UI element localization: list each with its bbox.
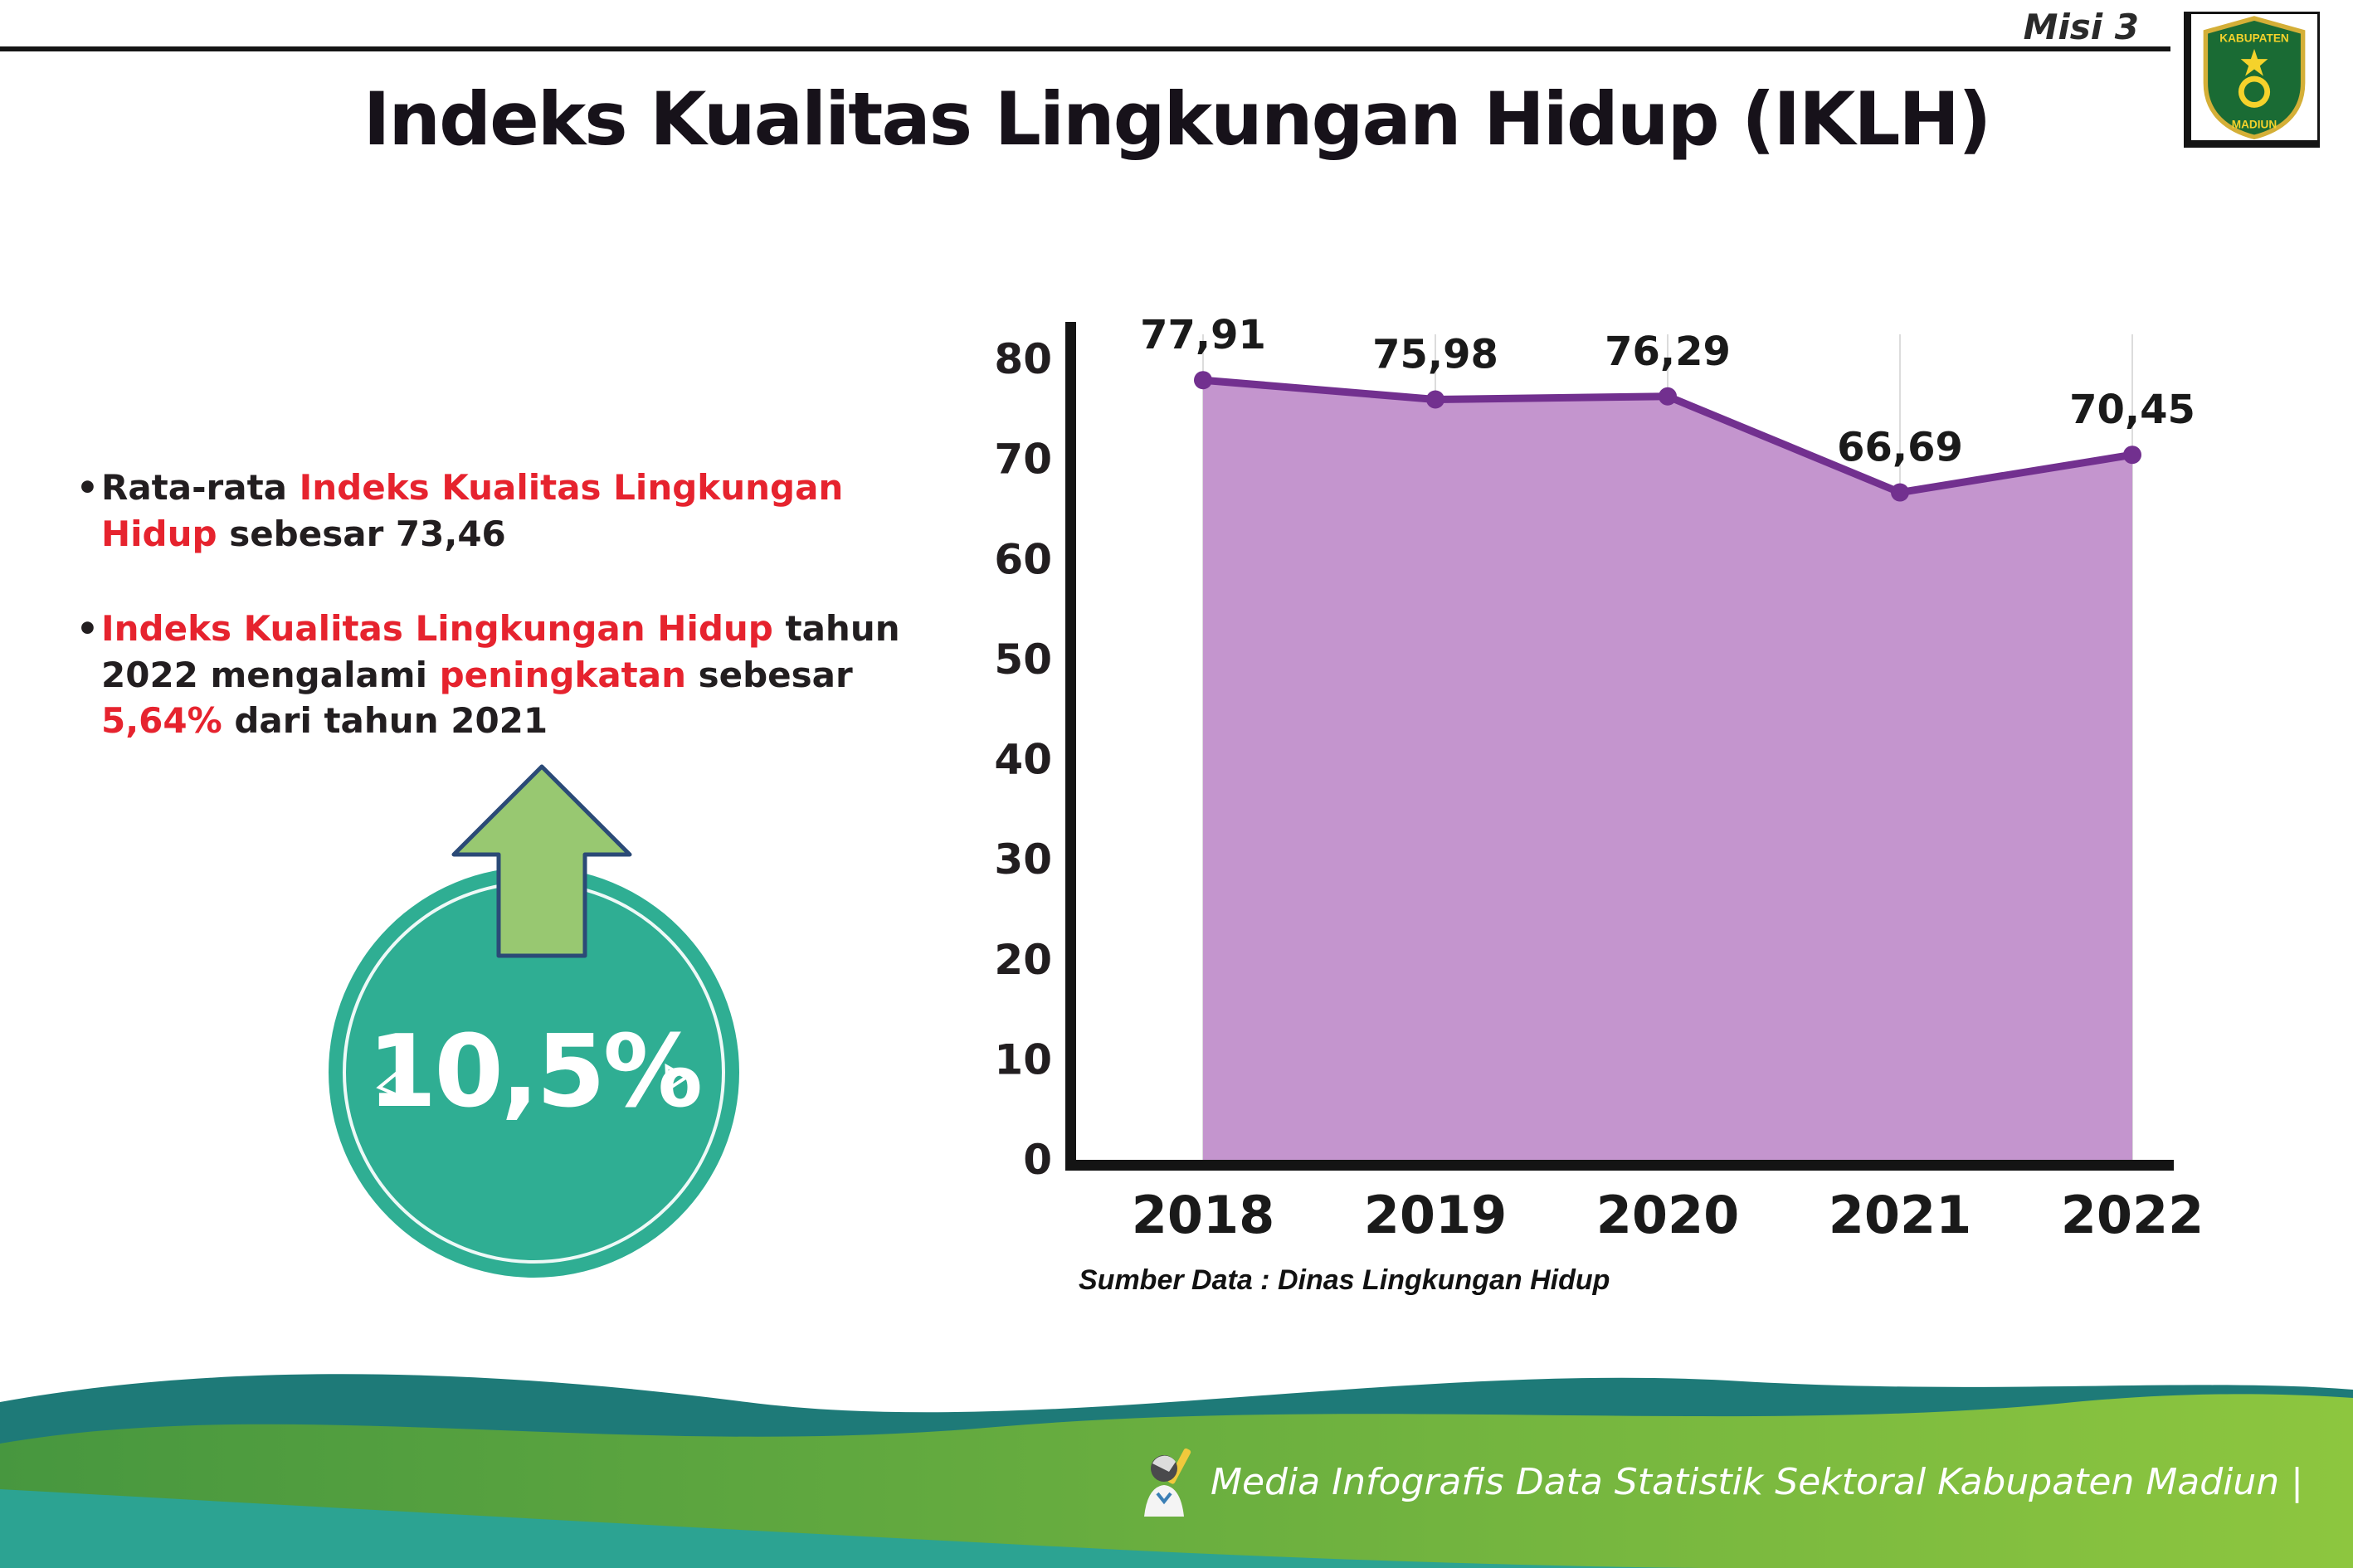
svg-text:2019: 2019 (1364, 1185, 1508, 1245)
writer-mascot-icon (1144, 1448, 1191, 1517)
svg-text:60: 60 (996, 535, 1052, 583)
triangle-decoration-icon (408, 1241, 435, 1269)
svg-text:50: 50 (996, 635, 1052, 684)
data-source-note: Sumber Data : Dinas Lingkungan Hidup (1079, 1264, 1610, 1296)
svg-text:76,29: 76,29 (1605, 329, 1731, 375)
bullet-marker: • (76, 607, 99, 649)
page-title: Indeks Kualitas Lingkungan Hidup (IKLH) (363, 76, 1992, 162)
up-arrow-icon (451, 764, 632, 958)
logo-bottom-text: MADIUN (2232, 118, 2277, 130)
svg-text:77,91: 77,91 (1140, 312, 1266, 358)
kabupaten-madiun-logo: KABUPATEN MADIUN (2184, 12, 2320, 148)
bullet-marker: • (76, 467, 99, 508)
triangle-decoration-icon (665, 1063, 689, 1093)
bullet-text: Indeks Kualitas Lingkungan Hidup tahun 2… (101, 607, 900, 742)
svg-text:40: 40 (996, 736, 1052, 784)
svg-text:66,69: 66,69 (1837, 425, 1963, 471)
svg-text:30: 30 (996, 835, 1052, 884)
footer-caption: Media Infografis Data Statistik Sektoral… (1138, 1444, 2303, 1520)
triangle-decoration-icon (376, 1069, 402, 1099)
triangle-decoration-icon (636, 1234, 663, 1263)
logo-top-text: KABUPATEN (2219, 32, 2289, 45)
increase-badge: 10,5% (322, 747, 762, 1294)
svg-text:10: 10 (996, 1035, 1052, 1083)
key-findings: • Rata-rata Indeks Kualitas Lingkungan H… (76, 465, 914, 792)
svg-text:20: 20 (996, 936, 1052, 984)
svg-text:80: 80 (996, 335, 1052, 383)
iklh-area-chart: 0 10 20 30 40 50 60 70 80 77,91 75,98 76,29 66,69 70,… (996, 312, 2204, 1245)
bullet-text: Rata-rata Indeks Kualitas Lingkungan Hid… (101, 467, 844, 554)
svg-text:2018: 2018 (1132, 1185, 1275, 1245)
svg-text:2020: 2020 (1596, 1185, 1740, 1245)
svg-text:70,45: 70,45 (2069, 387, 2195, 433)
badge-value: 10,5% (367, 1015, 703, 1130)
footer-text: Media Infografis Data Statistik Sektoral… (1211, 1460, 2303, 1503)
badge-circle: 10,5% (329, 867, 739, 1278)
svg-text:2021: 2021 (1829, 1185, 1972, 1245)
shield-icon: KABUPATEN MADIUN (2203, 16, 2306, 139)
header-rule (0, 46, 2170, 51)
misi-label: Misi 3 (2023, 7, 2139, 47)
svg-text:70: 70 (996, 436, 1052, 484)
svg-text:2022: 2022 (2061, 1185, 2204, 1245)
svg-text:75,98: 75,98 (1372, 331, 1498, 377)
bullet-item-average: • Rata-rata Indeks Kualitas Lingkungan H… (76, 465, 914, 558)
svg-text:0: 0 (1023, 1136, 1052, 1184)
bullet-item-increase: • Indeks Kualitas Lingkungan Hidup tahun… (76, 606, 914, 745)
